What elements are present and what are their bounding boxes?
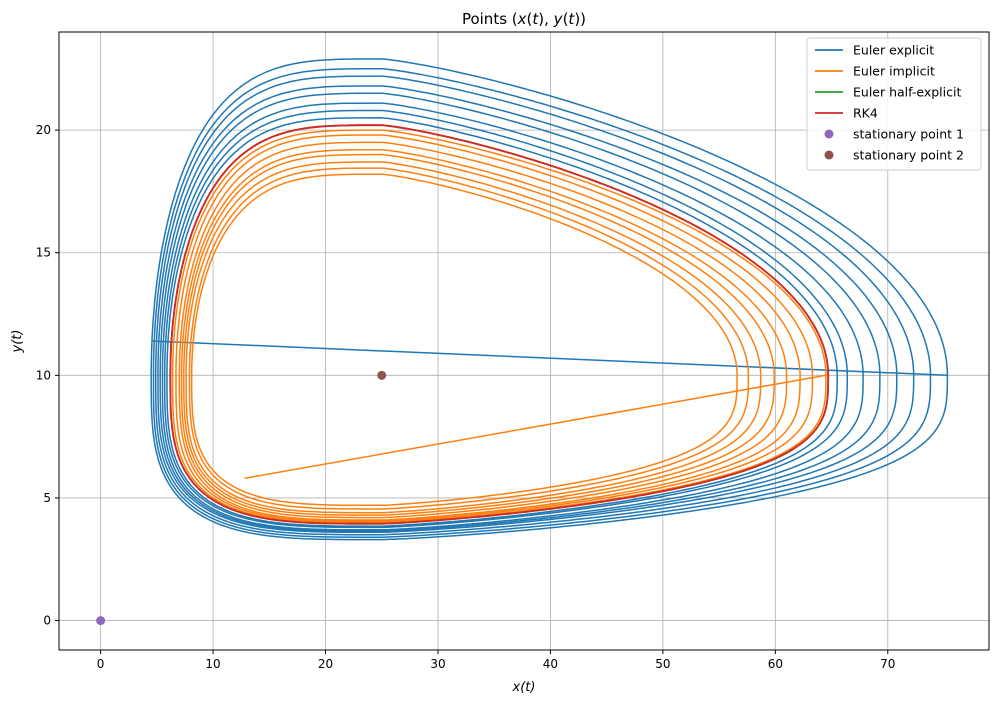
x-tick-label: 0 (97, 657, 105, 671)
series-loop (166, 117, 838, 527)
legend-marker (824, 129, 834, 139)
legend-label: Euler explicit (853, 43, 934, 58)
y-axis-label: y(t) (10, 330, 25, 354)
x-tick-label: 10 (205, 657, 220, 671)
x-tick-label: 50 (655, 657, 670, 671)
y-tick-label: 20 (36, 123, 51, 137)
stationary-point-marker (96, 616, 106, 626)
series-loop (188, 167, 750, 510)
series-euler-explicit (150, 58, 949, 541)
y-tick-label: 15 (36, 246, 51, 260)
series-loop (175, 134, 814, 523)
chart-title: Points (x(t), y(t)) (462, 10, 586, 28)
series-loop (190, 173, 738, 507)
legend-marker (824, 150, 834, 160)
series-loop (159, 92, 881, 532)
y-tick-label: 10 (36, 368, 51, 382)
x-tick-label: 70 (880, 657, 895, 671)
legend-label: stationary point 1 (853, 127, 964, 142)
legend-label: Euler half-explicit (853, 85, 961, 100)
x-tick-label: 40 (543, 657, 558, 671)
legend-box (806, 37, 982, 171)
legend: Euler explicit Euler implicit Euler half-e… (806, 37, 982, 171)
legend-label: Euler implicit (853, 64, 935, 79)
x-axis-label: x(t) (512, 680, 536, 695)
series-euler-implicit (171, 129, 827, 524)
x-tick-label: 20 (318, 657, 333, 671)
x-tick-label: 30 (430, 657, 445, 671)
series-rk4 (169, 124, 830, 525)
y-tick-label: 5 (43, 491, 51, 505)
series-loop (154, 75, 915, 536)
x-tick-label: 60 (768, 657, 783, 671)
ticks: 0 10 20 30 40 50 60 70 0 5 10 15 20 (36, 123, 896, 671)
series-loop (180, 148, 788, 519)
series-loop (163, 109, 849, 529)
series-loop (178, 141, 801, 521)
series-loop (169, 124, 830, 525)
y-tick-label: 0 (43, 614, 51, 628)
plot-frame (58, 31, 990, 651)
legend-label: stationary point 2 (853, 148, 964, 163)
legend-label: RK4 (853, 106, 878, 121)
series-loop (152, 68, 932, 538)
stationary-point-marker (377, 370, 387, 380)
series-loop (157, 85, 898, 534)
series-loop (171, 129, 827, 524)
series-loop (183, 153, 775, 516)
series-layer (96, 58, 949, 626)
series-loop (161, 102, 864, 531)
series-loop (150, 58, 949, 541)
series-loop (185, 161, 762, 514)
